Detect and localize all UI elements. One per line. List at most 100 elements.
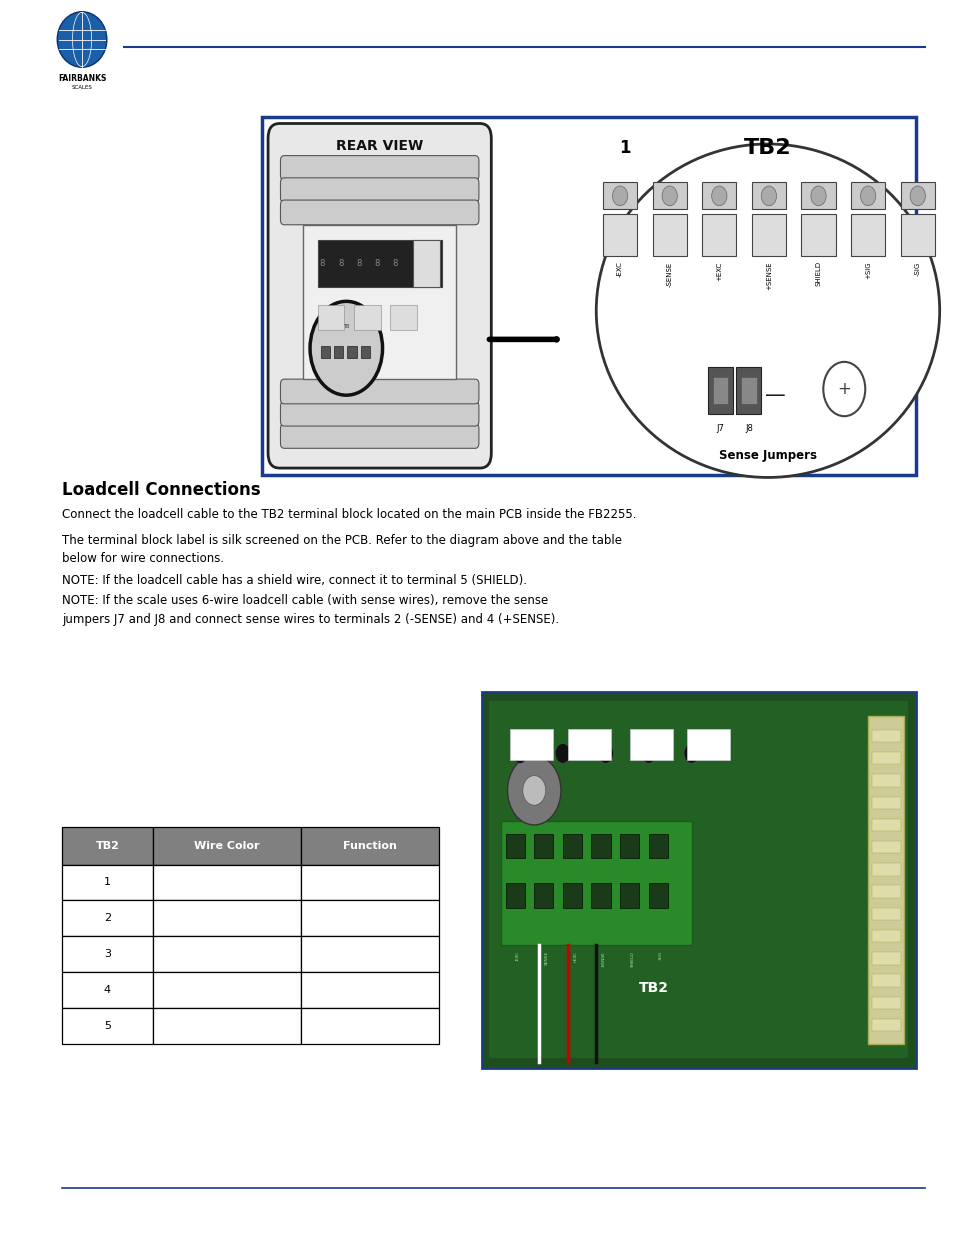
Bar xyxy=(334,346,343,358)
Text: Function: Function xyxy=(342,841,396,851)
Bar xyxy=(629,729,672,760)
Bar xyxy=(390,305,416,330)
Bar xyxy=(500,821,691,945)
Text: J8: J8 xyxy=(744,424,752,432)
Text: -EXC: -EXC xyxy=(617,262,622,277)
Bar xyxy=(300,936,438,972)
Circle shape xyxy=(683,743,699,763)
Bar xyxy=(619,883,639,908)
Bar xyxy=(850,183,884,210)
Bar xyxy=(652,183,686,210)
Bar xyxy=(62,827,152,864)
Circle shape xyxy=(598,743,613,763)
Text: -SIG: -SIG xyxy=(914,262,920,275)
Bar xyxy=(317,240,441,287)
Circle shape xyxy=(909,186,924,206)
FancyBboxPatch shape xyxy=(280,178,478,203)
Text: SENSE: SENSE xyxy=(544,951,548,966)
Circle shape xyxy=(512,743,527,763)
Bar xyxy=(354,305,380,330)
Text: The terminal block label is silk screened on the PCB. Refer to the diagram above: The terminal block label is silk screene… xyxy=(62,535,621,547)
Circle shape xyxy=(760,186,776,206)
Bar xyxy=(317,305,344,330)
Text: 8: 8 xyxy=(374,258,379,268)
Bar xyxy=(751,215,785,257)
Text: 1: 1 xyxy=(618,140,630,157)
Ellipse shape xyxy=(57,12,107,67)
FancyBboxPatch shape xyxy=(280,200,478,225)
Text: 8: 8 xyxy=(392,258,397,268)
Text: 8: 8 xyxy=(319,258,325,268)
Bar xyxy=(751,183,785,210)
Bar xyxy=(505,883,524,908)
Bar xyxy=(152,1008,300,1044)
Bar xyxy=(801,215,835,257)
Bar xyxy=(347,346,356,358)
Bar xyxy=(900,183,934,210)
Bar xyxy=(562,883,581,908)
Bar xyxy=(871,997,900,1009)
Text: 1: 1 xyxy=(104,877,111,888)
Text: FAIRBANKS: FAIRBANKS xyxy=(58,74,106,83)
Circle shape xyxy=(522,776,545,805)
Bar xyxy=(300,972,438,1008)
Text: J7: J7 xyxy=(716,424,723,432)
Bar xyxy=(740,377,756,404)
Circle shape xyxy=(810,186,825,206)
Bar xyxy=(686,729,729,760)
Bar xyxy=(871,863,900,876)
Bar xyxy=(652,215,686,257)
Bar xyxy=(602,215,637,257)
FancyBboxPatch shape xyxy=(268,124,491,468)
Bar xyxy=(262,117,915,475)
Text: SCALES: SCALES xyxy=(71,85,92,90)
Bar xyxy=(62,864,152,900)
FancyBboxPatch shape xyxy=(280,401,478,426)
Bar xyxy=(505,834,524,858)
Bar xyxy=(300,1008,438,1044)
Bar xyxy=(871,774,900,787)
Text: SHIELD: SHIELD xyxy=(815,262,821,287)
Circle shape xyxy=(661,186,677,206)
Bar xyxy=(62,972,152,1008)
Text: REAR VIEW: REAR VIEW xyxy=(335,138,423,153)
Text: SHIELD: SHIELD xyxy=(630,951,634,967)
Bar xyxy=(152,900,300,936)
Bar xyxy=(871,819,900,831)
Bar xyxy=(871,974,900,987)
Text: Sense Jumpers: Sense Jumpers xyxy=(719,450,816,462)
Bar xyxy=(871,797,900,809)
FancyBboxPatch shape xyxy=(280,424,478,448)
Bar xyxy=(701,215,736,257)
Bar xyxy=(360,346,370,358)
Bar xyxy=(152,972,300,1008)
Bar xyxy=(900,215,934,257)
Bar xyxy=(871,908,900,920)
Bar xyxy=(871,1019,900,1031)
Bar xyxy=(300,864,438,900)
Text: 2: 2 xyxy=(104,913,111,924)
Text: +EXC: +EXC xyxy=(716,262,721,280)
Bar xyxy=(562,834,581,858)
Bar xyxy=(300,827,438,864)
Text: +: + xyxy=(837,380,850,398)
Text: TB: TB xyxy=(343,324,349,329)
Bar xyxy=(510,729,553,760)
Text: -SENSE: -SENSE xyxy=(601,951,605,967)
Text: 5: 5 xyxy=(104,1020,111,1031)
Text: TB2: TB2 xyxy=(95,841,119,851)
Text: TB2: TB2 xyxy=(638,981,668,995)
Text: -EXC: -EXC xyxy=(516,951,519,961)
Bar xyxy=(567,729,610,760)
Text: below for wire connections.: below for wire connections. xyxy=(62,552,224,564)
Bar xyxy=(591,834,610,858)
Bar xyxy=(62,900,152,936)
Bar xyxy=(701,183,736,210)
Bar xyxy=(707,367,732,414)
Bar xyxy=(303,225,456,379)
Text: +SIG: +SIG xyxy=(864,262,870,279)
Bar xyxy=(871,752,900,764)
Bar xyxy=(152,864,300,900)
Bar xyxy=(152,827,300,864)
Bar xyxy=(481,692,915,1068)
